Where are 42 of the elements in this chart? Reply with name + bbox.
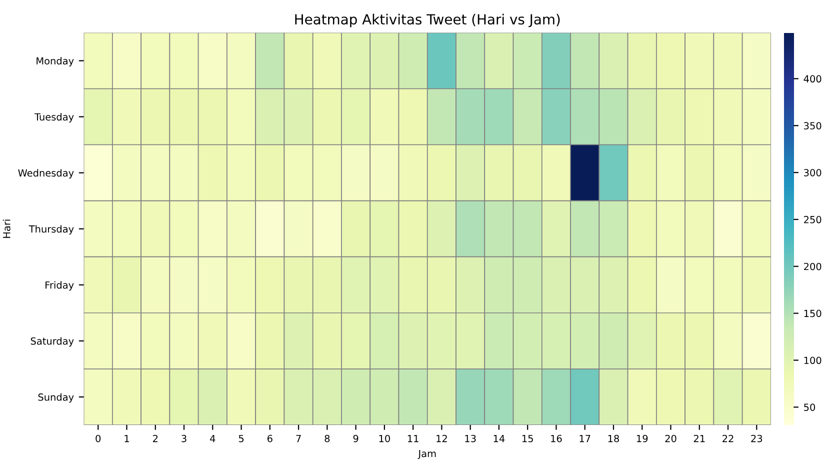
color-bar-label: 100 (804, 356, 822, 364)
x-tick-label: 10 (379, 434, 390, 442)
x-tick-label: 14 (494, 434, 505, 442)
x-tick-label: 15 (522, 434, 533, 442)
x-tick-label: 6 (267, 434, 272, 442)
color-bar-label: 200 (804, 262, 822, 270)
color-bar-label: 300 (804, 169, 822, 176)
x-tick-label: 20 (665, 434, 676, 442)
x-axis-title: Jam (418, 450, 436, 459)
x-tick-label: 8 (324, 434, 330, 442)
x-tick-label: 16 (551, 434, 562, 442)
x-tick-label: 21 (694, 434, 705, 442)
color-bar-label: 150 (804, 310, 822, 318)
y-tick-label: Wednesday (18, 169, 74, 179)
y-tick-label: Sunday (38, 393, 74, 403)
x-tick-label: 17 (580, 434, 590, 442)
x-tick-label: 1 (124, 434, 129, 442)
y-tick-label: Friday (46, 281, 74, 291)
x-tick-label: 19 (637, 434, 648, 442)
x-tick-label: 9 (353, 434, 358, 442)
x-tick-label: 5 (238, 434, 244, 442)
color-bar-label: 400 (804, 75, 822, 83)
x-tick-label: 22 (722, 434, 734, 442)
color-bar-label: 50 (804, 404, 816, 411)
y-tick-label: Tuesday (34, 113, 74, 122)
y-tick-label: Saturday (30, 337, 74, 347)
x-tick-label: 23 (751, 434, 762, 442)
x-tick-label: 12 (436, 434, 447, 442)
chart-title: Heatmap Aktivitas Tweet (Hari vs Jam) (295, 14, 560, 28)
y-tick-label: Monday (36, 57, 74, 66)
color-bar-label: 350 (804, 122, 822, 130)
color-bar-label: 250 (804, 216, 822, 224)
x-tick-label: 0 (96, 434, 101, 442)
y-axis-title: Hari (2, 220, 10, 238)
x-tick-label: 3 (182, 434, 186, 442)
x-tick-label: 11 (408, 434, 418, 442)
x-tick-label: 2 (153, 434, 158, 442)
x-tick-label: 4 (210, 434, 216, 442)
x-tick-label: 18 (608, 434, 620, 442)
x-tick-label: 7 (296, 434, 301, 442)
y-tick-label: Thursday (28, 225, 74, 235)
x-tick-label: 13 (465, 434, 476, 442)
